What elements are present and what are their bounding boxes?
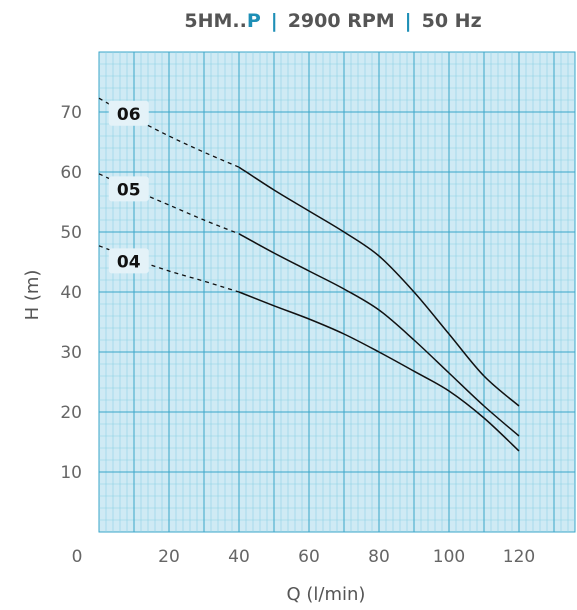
x-tick-label: 100 [433, 547, 465, 567]
curve-label-bg [108, 176, 149, 202]
curve-label-bg [108, 100, 149, 126]
y-tick-label: 70 [60, 103, 82, 123]
curve-05 [238, 233, 520, 437]
y-tick-label: 20 [60, 403, 82, 423]
y-axis-label: H (m) [22, 270, 43, 321]
chart-title: 5HM..P | 2900 RPM | 50 Hz [184, 10, 481, 32]
x-axis-ticks: 0 20 40 60 80 100 120 [72, 547, 536, 567]
y-tick-label: 60 [60, 163, 82, 183]
y-tick-label: 10 [60, 463, 82, 483]
chart-title-speed: 2900 RPM [288, 10, 395, 32]
curve-06 [238, 166, 520, 407]
curve-label-bg [108, 248, 149, 274]
curve-labels: 06 05 04 [108, 100, 149, 274]
x-axis-label: Q (l/min) [287, 584, 366, 605]
x-tick-label: 60 [298, 547, 320, 567]
curve-04 [238, 291, 520, 452]
chart-title-model: 5HM.. [184, 10, 246, 32]
y-tick-label: 40 [60, 283, 82, 303]
y-tick-label: 30 [60, 343, 82, 363]
x-tick-label: 20 [158, 547, 180, 567]
chart-title-separator: | [271, 10, 278, 32]
x-tick-label: 0 [72, 547, 83, 567]
major-gridlines [99, 52, 575, 532]
y-tick-label: 50 [60, 223, 82, 243]
x-tick-label: 120 [503, 547, 535, 567]
y-axis-ticks: 10 20 30 40 50 60 70 [60, 103, 82, 483]
chart-title-variant: P [247, 10, 261, 32]
curve-label: 06 [117, 105, 141, 125]
chart-title-frequency: 50 Hz [422, 10, 482, 32]
curve-label: 05 [117, 180, 141, 200]
curve-label: 04 [117, 252, 141, 272]
chart-title-separator: | [405, 10, 412, 32]
x-tick-label: 40 [228, 547, 250, 567]
x-tick-label: 80 [368, 547, 390, 567]
